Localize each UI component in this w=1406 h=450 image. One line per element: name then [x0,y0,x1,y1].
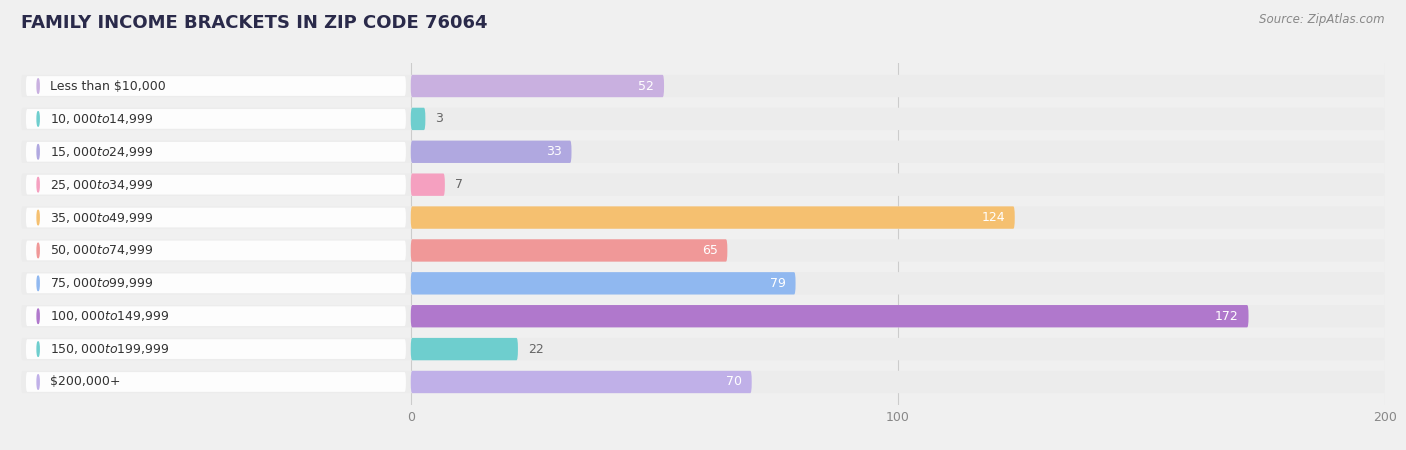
Text: Source: ZipAtlas.com: Source: ZipAtlas.com [1260,14,1385,27]
FancyBboxPatch shape [411,140,571,163]
FancyBboxPatch shape [25,241,406,260]
Text: 52: 52 [638,80,654,93]
Text: 7: 7 [454,178,463,191]
Text: $10,000 to $14,999: $10,000 to $14,999 [51,112,153,126]
Circle shape [37,144,39,159]
FancyBboxPatch shape [21,338,1385,360]
Text: 22: 22 [527,342,543,356]
Text: 79: 79 [770,277,786,290]
FancyBboxPatch shape [25,339,406,359]
FancyBboxPatch shape [411,108,426,130]
Text: 3: 3 [434,112,443,126]
FancyBboxPatch shape [411,239,727,261]
FancyBboxPatch shape [25,142,406,162]
FancyBboxPatch shape [25,306,406,326]
Text: 124: 124 [981,211,1005,224]
Circle shape [37,309,39,324]
Circle shape [37,79,39,93]
Text: $50,000 to $74,999: $50,000 to $74,999 [51,243,153,257]
Text: 70: 70 [725,375,742,388]
Text: 172: 172 [1215,310,1239,323]
FancyBboxPatch shape [21,371,1385,393]
Text: $150,000 to $199,999: $150,000 to $199,999 [51,342,170,356]
FancyBboxPatch shape [21,207,1385,229]
Text: 65: 65 [702,244,717,257]
Text: 33: 33 [546,145,562,158]
FancyBboxPatch shape [25,109,406,129]
Text: $200,000+: $200,000+ [51,375,121,388]
FancyBboxPatch shape [21,75,1385,97]
Circle shape [37,276,39,291]
Text: $15,000 to $24,999: $15,000 to $24,999 [51,145,153,159]
Circle shape [37,243,39,258]
FancyBboxPatch shape [25,274,406,293]
FancyBboxPatch shape [25,208,406,227]
FancyBboxPatch shape [21,239,1385,261]
Text: $25,000 to $34,999: $25,000 to $34,999 [51,178,153,192]
FancyBboxPatch shape [21,305,1385,328]
Circle shape [37,210,39,225]
FancyBboxPatch shape [25,372,406,392]
FancyBboxPatch shape [25,175,406,194]
FancyBboxPatch shape [25,76,406,96]
Circle shape [37,375,39,389]
FancyBboxPatch shape [411,207,1015,229]
FancyBboxPatch shape [411,338,517,360]
FancyBboxPatch shape [411,272,796,294]
FancyBboxPatch shape [411,75,664,97]
Circle shape [37,342,39,356]
FancyBboxPatch shape [411,305,1249,328]
FancyBboxPatch shape [21,272,1385,294]
FancyBboxPatch shape [411,371,752,393]
Text: FAMILY INCOME BRACKETS IN ZIP CODE 76064: FAMILY INCOME BRACKETS IN ZIP CODE 76064 [21,14,488,32]
FancyBboxPatch shape [411,174,444,196]
FancyBboxPatch shape [21,140,1385,163]
Text: $35,000 to $49,999: $35,000 to $49,999 [51,211,153,225]
Circle shape [37,177,39,192]
Circle shape [37,112,39,126]
Text: $75,000 to $99,999: $75,000 to $99,999 [51,276,153,290]
Text: $100,000 to $149,999: $100,000 to $149,999 [51,309,170,323]
Text: Less than $10,000: Less than $10,000 [51,80,166,93]
FancyBboxPatch shape [21,174,1385,196]
FancyBboxPatch shape [21,108,1385,130]
